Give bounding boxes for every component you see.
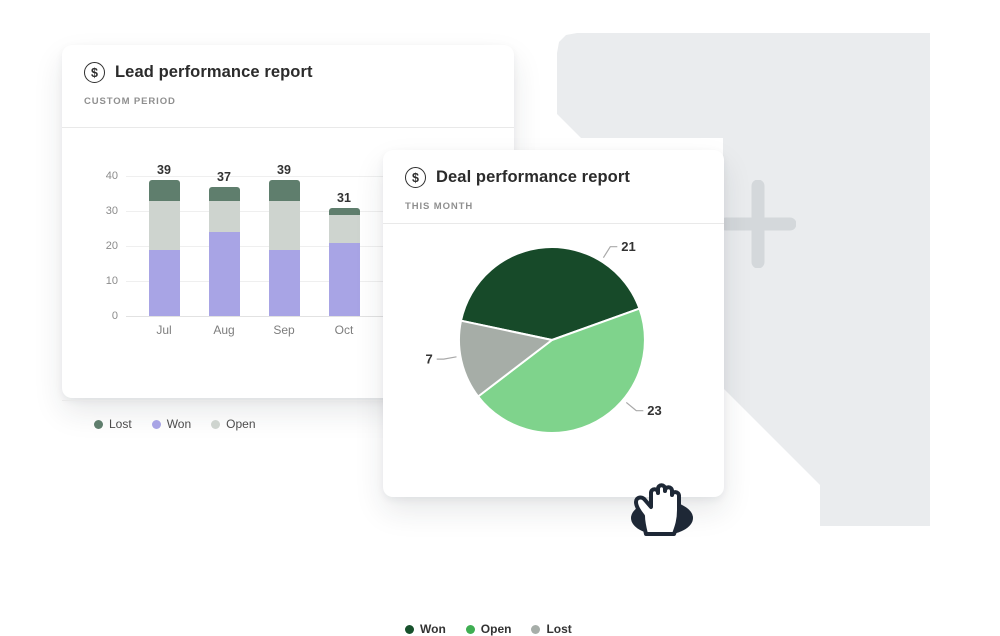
bar-segment-aug-lost[interactable] <box>208 186 240 201</box>
bar-chart: 0 10 20 30 40 39 Jul 37 Aug 39 Sep 31 Oct <box>90 163 480 353</box>
x-axis-label: Sep <box>273 323 295 337</box>
y-axis-tick: 40 <box>105 170 118 182</box>
legend-dot <box>151 419 161 429</box>
bar-segment-sep-won[interactable] <box>268 249 300 316</box>
legend-item-open[interactable]: Open <box>211 417 256 431</box>
y-axis-tick: 0 <box>111 310 118 322</box>
pie-label-leader-line <box>602 246 618 259</box>
bar-segment-jul-open[interactable] <box>148 200 180 250</box>
bar-segment-sep-open[interactable] <box>268 200 300 250</box>
legend-dot <box>94 419 103 429</box>
dollar-icon: $ <box>84 62 105 83</box>
y-axis-tick: 20 <box>105 240 118 252</box>
grid-line <box>126 316 478 317</box>
legend-label: Lost <box>546 622 572 636</box>
bar-segment-aug-open[interactable] <box>208 200 240 232</box>
grid-line <box>126 211 478 212</box>
stage: $ Lead performance report CUSTOM PERIOD … <box>62 33 930 636</box>
legend-label: Lost <box>109 417 132 431</box>
pie-data-label-won: 21 <box>621 239 635 254</box>
legend-item-lost[interactable]: Lost <box>94 417 132 431</box>
legend-dot <box>531 624 541 634</box>
deal-performance-card: $ Deal performance report THIS MONTH 21 2… <box>383 150 724 636</box>
legend-item-lost[interactable]: Lost <box>531 622 572 636</box>
header-divider <box>383 223 724 224</box>
legend-item-open[interactable]: Open <box>465 622 512 636</box>
bar-total-label: 39 <box>157 162 171 177</box>
bar-segment-oct-lost[interactable] <box>328 207 360 215</box>
card-header: $ Lead performance report <box>84 62 313 83</box>
pie-chart: 21 23 7 <box>425 239 662 434</box>
legend-divider <box>62 400 514 401</box>
hand-shape <box>634 483 681 536</box>
bar-total-label: 39 <box>277 162 291 177</box>
y-axis-tick: 30 <box>105 205 118 217</box>
grid-line <box>126 176 478 177</box>
pie-label-leader-line <box>625 401 644 412</box>
pie-label-leader-line <box>436 356 457 360</box>
pie-data-label-open: 23 <box>647 403 661 418</box>
header-divider <box>62 127 514 128</box>
legend-item-won[interactable]: Won <box>151 417 192 431</box>
bar-total-label: 37 <box>217 169 231 184</box>
pie-slice-open[interactable] <box>477 307 646 434</box>
grid-line <box>126 246 478 247</box>
legend-label: Won <box>420 622 446 636</box>
bar-segment-oct-won[interactable] <box>328 242 360 316</box>
bar-segment-aug-won[interactable] <box>208 232 240 316</box>
card-subtitle: THIS MONTH <box>405 201 474 212</box>
bar-segment-sep-lost[interactable] <box>268 179 300 201</box>
bar-segment-jul-lost[interactable] <box>148 179 180 201</box>
bar-total-label: 31 <box>337 190 351 205</box>
legend-dot <box>405 624 414 634</box>
pie-slice-won[interactable] <box>460 246 641 341</box>
bar-chart-legend: Lost Won Open <box>94 417 256 431</box>
pie-data-label-lost: 7 <box>425 352 432 367</box>
legend-label: Open <box>480 622 512 636</box>
card-header: $ Deal performance report <box>405 167 630 188</box>
y-axis-tick: 10 <box>105 275 118 287</box>
plus-icon[interactable] <box>720 180 796 268</box>
card-title: Lead performance report <box>115 63 313 81</box>
bar-segment-jul-won[interactable] <box>148 249 180 316</box>
x-axis-label: Jul <box>156 323 172 337</box>
legend-item-won[interactable]: Won <box>405 622 446 636</box>
legend-dot <box>211 419 221 429</box>
legend-label: Won <box>166 417 192 431</box>
x-axis-label: Oct <box>334 323 354 337</box>
hand-grab-cursor-icon <box>631 483 693 536</box>
dollar-icon: $ <box>405 167 426 188</box>
grid-line <box>126 281 478 282</box>
x-axis-label: Aug <box>213 323 235 337</box>
card-title: Deal performance report <box>436 168 630 186</box>
legend-dot <box>465 624 475 634</box>
pie-chart-legend: Won Open Lost <box>405 622 572 636</box>
pie-slice-lost[interactable] <box>458 319 553 398</box>
card-subtitle: CUSTOM PERIOD <box>84 96 176 107</box>
bar-segment-oct-open[interactable] <box>328 214 360 243</box>
legend-label: Open <box>226 417 256 431</box>
